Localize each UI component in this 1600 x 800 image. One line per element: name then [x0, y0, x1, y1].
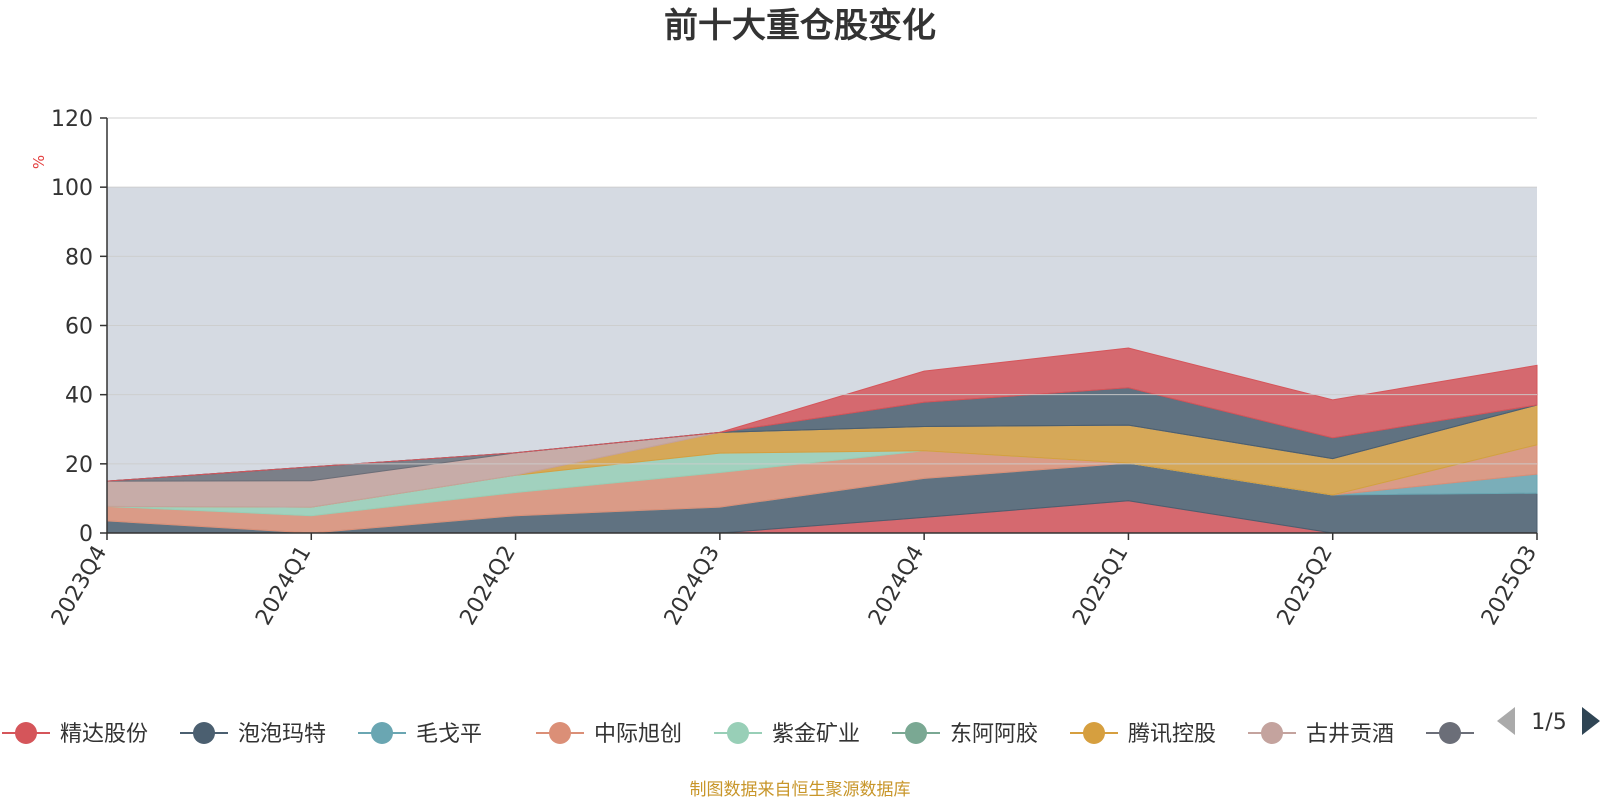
- legend-label: 中际旭创: [594, 722, 682, 747]
- legend-items: 精达股份 泡泡玛特 毛戈平 中际旭创 紫金矿业 东阿阿胶 腾讯控股 古井贡酒 昆仑万维: [2, 722, 1572, 747]
- x-tick-label: 2024Q1: [251, 542, 316, 630]
- legend-label: 紫金矿业: [772, 722, 860, 747]
- legend-label: 精达股份: [60, 722, 148, 747]
- legend-item[interactable]: 精达股份: [2, 722, 148, 747]
- legend-marker-icon: [905, 722, 927, 744]
- legend-item[interactable]: 昆仑万维: [1426, 722, 1572, 747]
- legend-item[interactable]: 紫金矿业: [714, 722, 860, 747]
- legend-label: 毛戈平: [416, 722, 482, 747]
- legend-pager: 1/5: [1497, 707, 1600, 735]
- legend-item[interactable]: 腾讯控股: [1070, 722, 1216, 747]
- legend-marker-icon: [1261, 722, 1283, 744]
- legend-marker-icon: [1439, 722, 1461, 744]
- legend-marker-icon: [15, 722, 37, 744]
- x-tick-label: 2025Q3: [1477, 542, 1542, 630]
- legend-item[interactable]: 泡泡玛特: [180, 722, 326, 747]
- y-tick-label: 20: [65, 453, 93, 478]
- x-tick-labels: 2023Q4 2024Q1 2024Q2 2024Q3 2024Q4 2025Q1 2025…: [47, 533, 1542, 630]
- legend-marker-icon: [1083, 722, 1105, 744]
- legend-next-page-icon[interactable]: [1582, 707, 1600, 735]
- legend-item[interactable]: 古井贡酒: [1248, 722, 1394, 747]
- y-tick-label: 60: [65, 315, 93, 340]
- legend-label: 泡泡玛特: [238, 722, 326, 747]
- legend-marker-icon: [727, 722, 749, 744]
- legend-label: 古井贡酒: [1306, 722, 1394, 747]
- legend-label: 东阿阿胶: [950, 722, 1038, 747]
- y-tick-label: 100: [51, 176, 93, 201]
- legend: 精达股份 泡泡玛特 毛戈平 中际旭创 紫金矿业 东阿阿胶 腾讯控股 古井贡酒 昆仑万维: [2, 722, 1572, 747]
- legend-prev-page-icon[interactable]: [1497, 707, 1515, 735]
- x-tick-label: 2023Q4: [47, 542, 112, 630]
- legend-marker-icon: [549, 722, 571, 744]
- x-tick-label: 2024Q3: [660, 542, 725, 630]
- footer-source-text: 制图数据来自恒生聚源数据库: [690, 780, 911, 800]
- legend-item[interactable]: 毛戈平: [358, 722, 482, 747]
- chart-title: 前十大重仓股变化: [664, 6, 936, 46]
- legend-marker-icon: [193, 722, 215, 744]
- y-tick-label: 120: [51, 107, 93, 132]
- y-tick-label: 0: [79, 522, 93, 547]
- y-tick-labels: 0 20 40 60 80 100 120: [51, 107, 107, 547]
- legend-item[interactable]: 中际旭创: [536, 722, 682, 747]
- x-tick-label: 2025Q2: [1273, 542, 1338, 630]
- legend-marker-icon: [371, 722, 393, 744]
- y-axis-label: %: [30, 155, 48, 169]
- gridlines: [107, 117, 1537, 465]
- y-tick-label: 40: [65, 384, 93, 409]
- legend-page-indicator: 1/5: [1531, 710, 1566, 735]
- y-tick-label: 80: [65, 245, 93, 270]
- series-area-12: [106, 347, 1538, 482]
- x-tick-label: 2025Q1: [1068, 542, 1133, 630]
- legend-label: 腾讯控股: [1128, 722, 1216, 747]
- legend-item[interactable]: 东阿阿胶: [892, 722, 1038, 747]
- x-tick-label: 2024Q4: [864, 542, 929, 630]
- x-tick-label: 2024Q2: [455, 542, 520, 630]
